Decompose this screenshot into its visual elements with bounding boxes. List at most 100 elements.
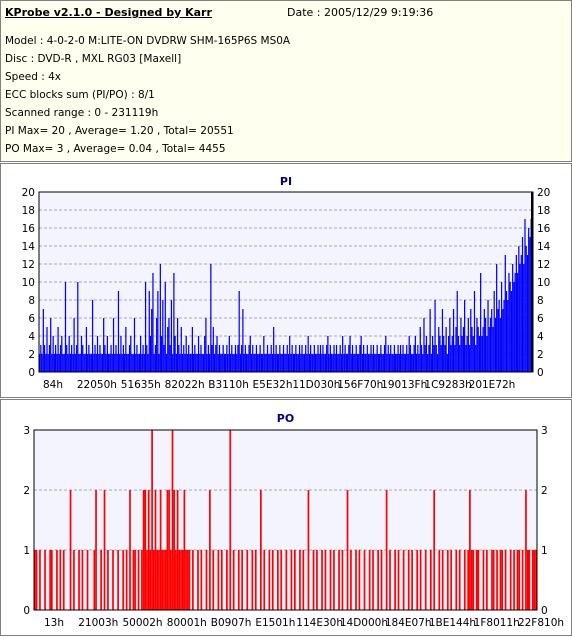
- po-bar: [501, 550, 504, 610]
- po-bar: [477, 550, 480, 610]
- po-ytick-right: 1: [541, 545, 548, 557]
- pi-bar: [461, 336, 463, 372]
- pi-bar: [74, 354, 76, 372]
- po-bar: [402, 550, 405, 610]
- po-bar: [39, 550, 41, 610]
- pi-bar: [323, 354, 325, 372]
- pi-bar: [513, 282, 515, 372]
- po-ytick-right: 2: [541, 485, 548, 497]
- pi-bar: [498, 300, 500, 372]
- pi-bar: [64, 282, 67, 372]
- po-chart-title: PO: [277, 412, 294, 425]
- pi-xtick-label: B3110h: [208, 379, 249, 391]
- po-bar: [470, 550, 473, 610]
- po-xtick-label: E1501h: [255, 617, 295, 629]
- po-bar: [513, 550, 515, 610]
- pi-bar: [305, 345, 307, 372]
- pi-bar: [265, 354, 267, 372]
- pi-bar: [335, 345, 338, 372]
- pi-bar: [525, 246, 527, 372]
- pi-bar: [117, 291, 120, 372]
- pi-bar: [306, 354, 308, 372]
- pi-bar: [412, 354, 414, 372]
- po-bar: [107, 550, 109, 610]
- po-bar: [86, 550, 89, 610]
- pi-bar: [429, 309, 431, 372]
- pi-bar: [159, 264, 161, 372]
- po-bar: [163, 550, 165, 610]
- pi-bar: [523, 264, 525, 372]
- pi-bar: [452, 309, 455, 372]
- po-bar: [509, 550, 512, 610]
- scanned-range-line: Scanned range : 0 - 231119h: [5, 107, 159, 119]
- pi-bar: [367, 354, 370, 372]
- pi-bar: [287, 354, 290, 372]
- pi-bar: [504, 255, 506, 372]
- pi-bar: [519, 264, 521, 372]
- po-bar: [93, 550, 96, 610]
- app-title: KProbe v2.1.0 - Designed by Karr: [5, 6, 212, 19]
- po-bar: [35, 550, 38, 610]
- po-bar: [472, 550, 475, 610]
- pi-bar: [365, 354, 367, 372]
- pi-bar: [398, 354, 400, 372]
- pi-xtick-label: 19013Fh: [381, 379, 427, 391]
- pi-xtick-label: 1C9283h: [424, 379, 471, 391]
- pi-bar: [71, 345, 73, 372]
- pi-bar: [153, 354, 155, 372]
- pi-bar: [332, 354, 334, 372]
- pi-bar: [111, 354, 113, 372]
- pi-bar: [407, 354, 409, 372]
- pi-bar: [391, 354, 393, 372]
- pi-bar: [409, 345, 412, 372]
- pi-bar: [327, 336, 329, 372]
- po-bar: [416, 550, 419, 610]
- pi-bar: [249, 336, 251, 372]
- po-bar: [117, 550, 119, 610]
- pi-bar: [475, 345, 477, 372]
- pi-bar: [430, 354, 432, 372]
- pi-bar: [96, 336, 99, 372]
- po-bar: [168, 490, 170, 610]
- pi-bar: [48, 345, 51, 372]
- pi-bar: [51, 354, 53, 372]
- po-bar: [350, 550, 352, 610]
- pi-bar: [382, 354, 384, 372]
- pi-bar: [465, 345, 467, 372]
- pi-bar: [84, 354, 86, 372]
- po-bar: [175, 550, 177, 610]
- pi-bar: [125, 327, 127, 372]
- pi-bar: [146, 345, 148, 372]
- po-bar: [307, 490, 310, 610]
- pi-bar: [383, 345, 386, 372]
- pi-bar: [39, 354, 41, 372]
- pi-bar: [180, 327, 182, 372]
- pi-bar: [226, 345, 228, 372]
- po-bar: [171, 430, 174, 610]
- info-panel: KProbe v2.1.0 - Designed by Karr Date : …: [0, 0, 572, 162]
- pi-bar: [471, 327, 473, 372]
- pi-bar: [259, 345, 261, 372]
- pi-bar: [321, 354, 323, 372]
- pi-bar: [473, 291, 476, 372]
- pi-bar: [191, 327, 193, 372]
- pi-bar: [87, 354, 89, 372]
- pi-bar: [328, 354, 330, 372]
- pi-ytick-left: 6: [28, 313, 35, 325]
- pi-bar: [514, 273, 516, 372]
- po-ytick-left: 1: [23, 545, 30, 557]
- pi-bar: [164, 282, 166, 372]
- po-bar: [389, 550, 391, 610]
- pi-bar: [55, 345, 57, 372]
- pi-bar: [311, 354, 313, 372]
- pi-bar: [318, 354, 320, 372]
- pi-bar: [194, 345, 196, 372]
- po-bar: [368, 550, 371, 610]
- po-bar: [141, 550, 143, 610]
- pi-ytick-left: 2: [28, 349, 35, 361]
- pi-bar: [282, 345, 285, 372]
- pi-bar: [199, 354, 201, 372]
- pi-bar: [449, 318, 451, 372]
- pi-bar: [109, 354, 111, 372]
- pi-bar: [144, 282, 147, 372]
